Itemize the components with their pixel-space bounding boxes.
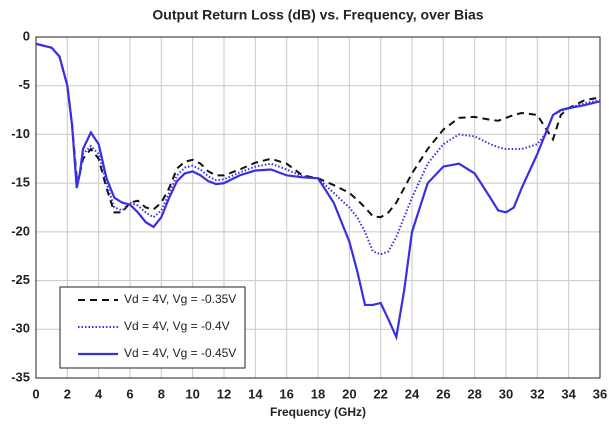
series-line (35, 42, 601, 256)
x-tick-label: 22 (373, 386, 387, 401)
x-tick-label: 10 (185, 386, 199, 401)
plot-frame (35, 36, 601, 379)
x-tick-label: 24 (405, 386, 420, 401)
y-tick-label: -30 (11, 321, 30, 336)
x-tick-label: 26 (436, 386, 450, 401)
y-tick-label: -25 (11, 272, 30, 287)
x-tick-label: 6 (126, 386, 133, 401)
x-tick-label: 12 (217, 386, 231, 401)
y-tick-label: -35 (11, 369, 30, 384)
x-tick-label: 16 (279, 386, 293, 401)
y-tick-label: -15 (11, 175, 30, 190)
x-tick-label: 18 (311, 386, 325, 401)
x-axis-label: Frequency (GHz) (270, 405, 366, 419)
x-tick-label: 2 (64, 386, 71, 401)
legend-label: Vd = 4V, Vg = -0.45V (124, 346, 236, 360)
x-tick-label: 34 (561, 386, 576, 401)
y-tick-label: 0 (23, 28, 30, 43)
x-tick-label: 30 (499, 386, 513, 401)
x-tick-label: 28 (467, 386, 481, 401)
chart-title: Output Return Loss (dB) vs. Frequency, o… (152, 7, 483, 23)
y-tick-label: -20 (11, 223, 30, 238)
y-tick-label: -5 (18, 77, 30, 92)
x-tick-label: 4 (95, 386, 103, 401)
x-tick-label: 20 (342, 386, 356, 401)
x-tick-label: 32 (530, 386, 544, 401)
x-tick-label: 14 (248, 386, 263, 401)
series-line (35, 42, 601, 219)
y-tick-label: -10 (11, 126, 30, 141)
legend-label: Vd = 4V, Vg = -0.35V (124, 292, 236, 306)
legend-label: Vd = 4V, Vg = -0.4V (124, 319, 230, 333)
x-tick-label: 36 (593, 386, 607, 401)
series-line (35, 42, 601, 341)
x-tick-label: 8 (158, 386, 165, 401)
x-tick-label: 0 (32, 386, 39, 401)
legend: Vd = 4V, Vg = -0.35V Vd = 4V, Vg = -0.4V V… (59, 286, 246, 369)
